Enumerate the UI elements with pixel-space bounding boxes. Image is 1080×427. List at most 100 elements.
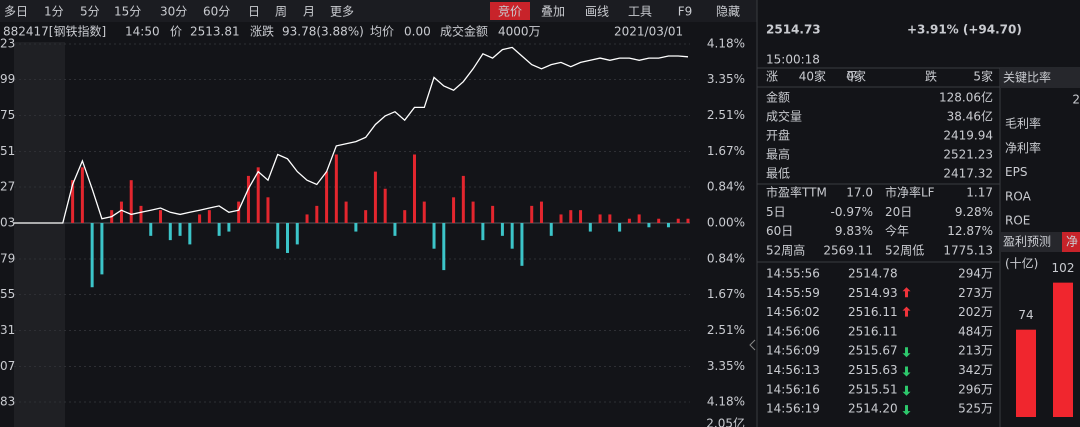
tool-button[interactable]: 叠加 [541, 5, 565, 19]
tool-button[interactable]: 画线 [585, 5, 609, 19]
volume-bar [178, 223, 182, 236]
up-arrow [902, 306, 911, 317]
price-label: 79 [0, 251, 15, 265]
period-tab[interactable]: 周 [275, 5, 287, 19]
trade-price: 2516.11 [848, 305, 898, 319]
active-tool-bg[interactable] [490, 2, 530, 20]
volume-bar [149, 223, 153, 236]
volume-bar [100, 223, 104, 275]
price-label: 03 [0, 216, 15, 230]
price-change: +3.91% (+94.70) [907, 23, 1022, 37]
stat-cell: 60日 [766, 224, 793, 238]
volume-bar [90, 223, 94, 288]
tool-button[interactable]: 工具 [628, 5, 652, 19]
stat-cell: 5日 [766, 205, 786, 219]
volume-bar [80, 167, 84, 223]
forecast-tab[interactable]: 净 [1066, 235, 1078, 249]
period-tab[interactable]: 多日 [4, 5, 28, 19]
trade-price: 2515.51 [848, 382, 898, 396]
trade-volume: 294万 [958, 267, 993, 281]
trade-time: 14:55:56 [766, 267, 820, 281]
stat-label: 成交量 [766, 109, 802, 124]
forecast-tab[interactable]: 盈利预测 [1003, 235, 1051, 249]
volume-bar [129, 180, 133, 223]
stat-cell: 2569.11 [823, 243, 873, 257]
info-amount: 4000万 [498, 25, 541, 39]
breadth-value: 5家 [973, 69, 993, 84]
stat-value: 2521.23 [943, 148, 993, 162]
trade-price: 2514.93 [848, 286, 898, 300]
info-code: 882417[钢铁指数] [3, 24, 106, 39]
volume-bar [354, 223, 358, 232]
volume-label: 2.05亿 [706, 416, 745, 427]
down-arrow [902, 385, 911, 396]
tool-button[interactable]: 隐藏 [716, 5, 740, 19]
info-price: 2513.81 [190, 25, 240, 39]
ratio-label: ROA [1005, 189, 1032, 203]
trade-time: 14:55:59 [766, 286, 820, 300]
stat-cell: 市净率LF [885, 185, 935, 200]
period-tab[interactable]: 15分 [114, 5, 141, 19]
stat-value: 2417.32 [943, 167, 993, 181]
period-tab[interactable]: 60分 [203, 5, 230, 19]
trade-time: 14:56:13 [766, 363, 820, 377]
volume-bar [315, 205, 319, 223]
forecast-unit: (十亿) [1005, 256, 1038, 271]
volume-bar [227, 223, 231, 232]
trade-time: 14:56:09 [766, 344, 820, 358]
volume-bar [393, 223, 397, 236]
breadth-label: 平 [846, 70, 858, 84]
volume-bar [491, 205, 495, 223]
volume-bar [500, 223, 504, 236]
price-label: 75 [0, 108, 15, 122]
volume-bar [520, 223, 524, 266]
volume-bar [159, 210, 163, 223]
tool-button[interactable]: F9 [678, 5, 693, 19]
trade-volume: 525万 [958, 402, 993, 416]
stat-label: 最高 [766, 147, 790, 162]
info-amount-label: 成交金额 [440, 24, 488, 39]
price-label: 27 [0, 180, 15, 194]
tool-button[interactable]: 竞价 [498, 5, 522, 19]
volume-bar [598, 214, 602, 223]
volume-bar [627, 218, 631, 223]
y-tick-label: 3.35% [707, 359, 745, 373]
volume-bar [188, 223, 192, 245]
period-tab[interactable]: 日 [248, 5, 260, 19]
volume-bar [246, 175, 250, 223]
period-tab[interactable]: 1分 [44, 5, 64, 19]
trade-volume: 202万 [958, 305, 993, 319]
price-line [14, 46, 689, 224]
period-tab[interactable]: 30分 [160, 5, 187, 19]
trade-volume: 296万 [958, 382, 993, 396]
trade-price: 2514.20 [848, 402, 898, 416]
volume-bar [286, 223, 290, 253]
trade-price: 2515.63 [848, 363, 898, 377]
stat-cell: 市盈率TTM [766, 185, 827, 200]
ratio-label: ROE [1005, 214, 1030, 228]
volume-bar [471, 201, 475, 223]
volume-bar [71, 180, 75, 223]
volume-bar [364, 210, 368, 223]
volume-bar [266, 197, 270, 223]
period-tab[interactable]: 5分 [80, 5, 100, 19]
collapse-arrow[interactable] [749, 339, 756, 351]
period-tab[interactable]: 更多 [330, 5, 354, 19]
volume-bar [432, 223, 436, 249]
period-tab[interactable]: 月 [303, 5, 315, 19]
forecast-tab-active[interactable] [1062, 232, 1080, 252]
volume-bar [666, 223, 670, 228]
info-change-label: 涨跌 [250, 24, 274, 39]
volume-bar [481, 223, 485, 241]
volume-bar [579, 210, 583, 223]
stat-cell: 9.28% [955, 205, 993, 219]
y-tick-label: 2.51% [707, 323, 745, 337]
toolbar-bg [0, 0, 757, 22]
volume-bar [549, 223, 553, 236]
ratio-label: 毛利率 [1005, 116, 1041, 131]
auction-zone [14, 42, 65, 427]
volume-bar [452, 197, 456, 223]
info-avg-label: 均价 [370, 25, 394, 39]
volume-bar [334, 154, 338, 223]
